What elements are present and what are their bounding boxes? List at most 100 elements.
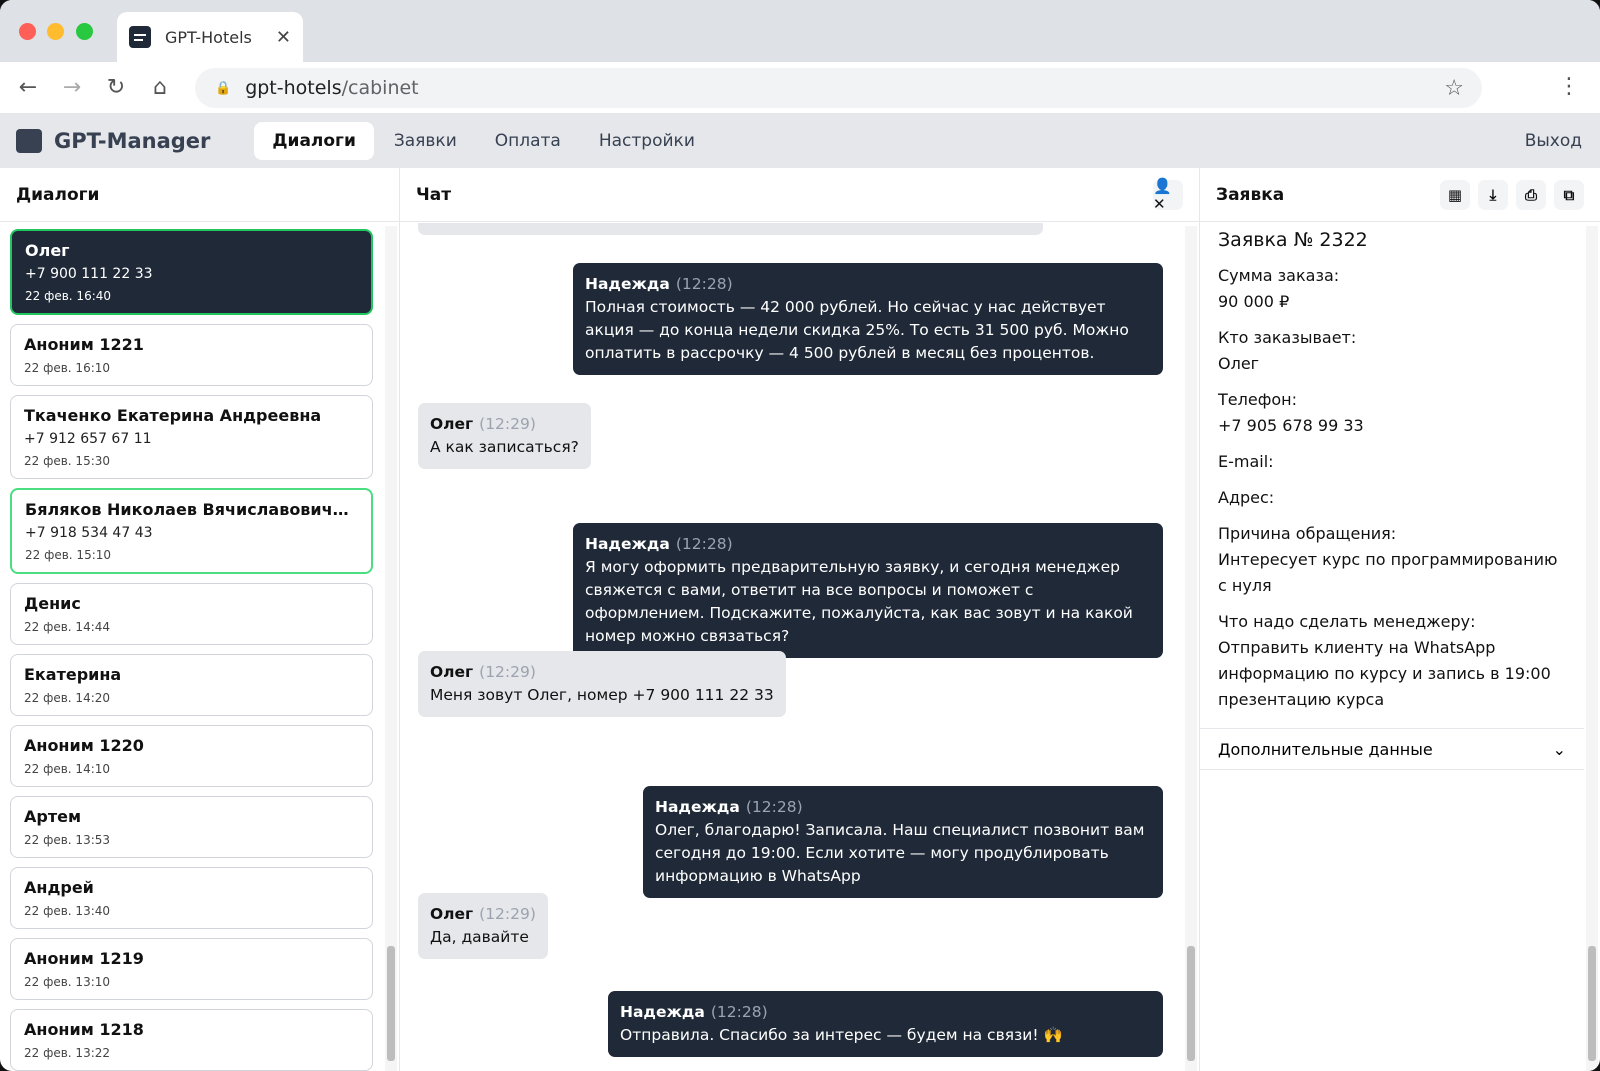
dialog-date: 22 фев. 15:30: [24, 454, 111, 468]
message-text: Отправила. Спасибо за интерес — будем на…: [620, 1026, 1063, 1044]
dialog-item[interactable]: Андрей 22 фев. 13:40: [10, 867, 373, 929]
nav-settings[interactable]: Настройки: [598, 131, 695, 151]
sum-label: Сумма заказа:: [1218, 266, 1340, 285]
logout-link[interactable]: Выход: [1524, 131, 1582, 151]
message-time: (12:28): [675, 275, 733, 293]
dialog-item[interactable]: Олег +7 900 111 22 33 22 фев. 16:40: [10, 229, 373, 315]
dialog-name: Аноним 1220: [24, 736, 144, 755]
dialog-item[interactable]: Бяляков Николаев Вячиславовичвыы... +7 91…: [10, 488, 373, 574]
print-icon[interactable]: ⎙: [1516, 179, 1546, 210]
dialog-date: 22 фев. 16:40: [25, 289, 112, 303]
incoming-message: Олег (12:29) Да, давайте: [418, 893, 548, 959]
chat-title: Чат: [416, 184, 452, 205]
message-author: Олег: [430, 663, 474, 681]
order-title: Заявка: [1216, 184, 1285, 205]
order-scrollbar[interactable]: [1586, 226, 1598, 1071]
sum-value: 90 000 ₽: [1218, 292, 1290, 311]
dialog-date: 22 фев. 16:10: [24, 361, 111, 375]
chat-panel: Чат 👤✕ Надежда (12:28) Полная стоимость — …: [400, 168, 1200, 1071]
dialog-name: Аноним 1219: [24, 949, 144, 968]
back-icon[interactable]: ←: [18, 75, 38, 100]
phone-value: +7 905 678 99 33: [1218, 416, 1364, 435]
message-text: Да, давайте: [430, 928, 529, 946]
message-time: (12:29): [479, 905, 536, 923]
dialog-date: 22 фев. 15:10: [25, 548, 112, 562]
copy-icon[interactable]: ⧉: [1554, 179, 1584, 210]
reason-label: Причина обращения:: [1218, 524, 1397, 543]
message-text: Меня зовут Олег, номер +7 900 111 22 33: [430, 686, 774, 704]
dialog-date: 22 фев. 13:10: [24, 975, 111, 989]
app-logo[interactable]: GPT-Manager: [16, 129, 210, 153]
nav-orders[interactable]: Заявки: [393, 131, 457, 151]
nav-payment[interactable]: Оплата: [494, 131, 561, 151]
todo-value: Отправить клиенту на WhatsApp информацию…: [1218, 638, 1551, 709]
dialog-item[interactable]: Аноним 1219 22 фев. 13:10: [10, 938, 373, 1000]
dialog-name: Андрей: [24, 878, 94, 897]
dialogs-scrollbar[interactable]: [385, 226, 397, 1071]
maximize-window-button[interactable]: [76, 23, 93, 40]
message-time: (12:29): [479, 663, 536, 681]
browser-tab[interactable]: GPT-Hotels ✕: [117, 12, 303, 62]
message-text: Я могу оформить предварительную заявку, …: [585, 558, 1133, 645]
message-text: Полная стоимость — 42 000 рублей. Но сей…: [585, 298, 1129, 362]
who-label: Кто заказывает:: [1218, 328, 1357, 347]
home-icon[interactable]: ⌂: [153, 75, 167, 100]
reason-value: Интересует курс по программированию с ну…: [1218, 550, 1558, 595]
message-text: Олег, благодарю! Записала. Наш специалис…: [655, 821, 1145, 885]
dialog-phone: +7 912 657 67 11: [24, 431, 152, 447]
close-window-button[interactable]: [19, 23, 36, 40]
incoming-message: Олег (12:29) А как записаться?: [418, 403, 591, 469]
dialog-item[interactable]: Аноним 1220 22 фев. 14:10: [10, 725, 373, 787]
message-time: (12:29): [479, 415, 536, 433]
outgoing-message: Надежда (12:28) Олег, благодарю! Записала.…: [643, 786, 1163, 898]
message-author: Надежда: [585, 275, 670, 293]
download-icon[interactable]: ⤓: [1478, 179, 1508, 210]
dialog-item[interactable]: Артем 22 фев. 13:53: [10, 796, 373, 858]
incoming-message: Олег (12:29) Меня зовут Олег, номер +7 900…: [418, 651, 786, 717]
browser-menu-icon[interactable]: ⋮: [1558, 74, 1580, 99]
app-nav: GPT-Manager Диалоги Заявки Оплата Настро…: [0, 114, 1600, 168]
forward-icon[interactable]: →: [62, 75, 82, 100]
dialog-item[interactable]: Денис 22 фев. 14:44: [10, 583, 373, 645]
calendar-icon[interactable]: ▦: [1440, 179, 1470, 210]
outgoing-message: Надежда (12:28) Отправила. Спасибо за инте…: [608, 991, 1163, 1057]
remove-user-icon[interactable]: 👤✕: [1153, 177, 1183, 213]
dialog-item[interactable]: Аноним 1218 22 фев. 13:22: [10, 1009, 373, 1071]
tab-title: GPT-Hotels: [165, 27, 252, 47]
order-panel: Заявка ▦ ⤓ ⎙ ⧉ Заявка № 2322 Сумма заказ…: [1200, 168, 1600, 1071]
minimize-window-button[interactable]: [47, 23, 64, 40]
order-heading: Заявка № 2322: [1218, 229, 1368, 251]
who-value: Олег: [1218, 354, 1260, 373]
bookmark-star-icon[interactable]: ☆: [1444, 75, 1464, 101]
message-author: Надежда: [655, 798, 740, 816]
dialogs-title: Диалоги: [16, 184, 100, 205]
dialog-phone: +7 918 534 47 43: [25, 525, 153, 541]
chat-scrollbar[interactable]: [1185, 226, 1197, 1071]
dialog-date: 22 фев. 13:40: [24, 904, 111, 918]
email-label: E-mail:: [1218, 452, 1274, 471]
dialog-date: 22 фев. 14:10: [24, 762, 111, 776]
dialog-item[interactable]: Ткаченко Екатерина Андреевна +7 912 657 6…: [10, 395, 373, 479]
outgoing-message: Надежда (12:28) Я могу оформить предварите…: [573, 523, 1163, 658]
dialog-date: 22 фев. 13:22: [24, 1046, 111, 1060]
dialog-item[interactable]: Екатерина 22 фев. 14:20: [10, 654, 373, 716]
extra-data-toggle[interactable]: Дополнительные данные ⌄: [1200, 728, 1584, 770]
nav-dialogs[interactable]: Диалоги: [254, 122, 374, 160]
dialog-name: Денис: [24, 594, 81, 613]
close-tab-icon[interactable]: ✕: [275, 26, 291, 48]
phone-label: Телефон:: [1218, 390, 1298, 409]
dialog-item[interactable]: Аноним 1221 22 фев. 16:10: [10, 324, 373, 386]
dialog-date: 22 фев. 13:53: [24, 833, 111, 847]
favicon-icon: [129, 26, 151, 48]
url-input[interactable]: 🔒 gpt-hotels/cabinet ☆: [195, 68, 1482, 108]
dialog-date: 22 фев. 14:44: [24, 620, 111, 634]
reload-icon[interactable]: ↻: [106, 75, 126, 100]
dialog-name: Екатерина: [24, 665, 122, 684]
dialog-name: Аноним 1221: [24, 335, 144, 354]
todo-label: Что надо сделать менеджеру:: [1218, 612, 1476, 631]
dialog-name: Аноним 1218: [24, 1020, 144, 1039]
message-time: (12:28): [675, 535, 733, 553]
dialog-name: Артем: [24, 807, 82, 826]
message-author: Надежда: [620, 1003, 705, 1021]
